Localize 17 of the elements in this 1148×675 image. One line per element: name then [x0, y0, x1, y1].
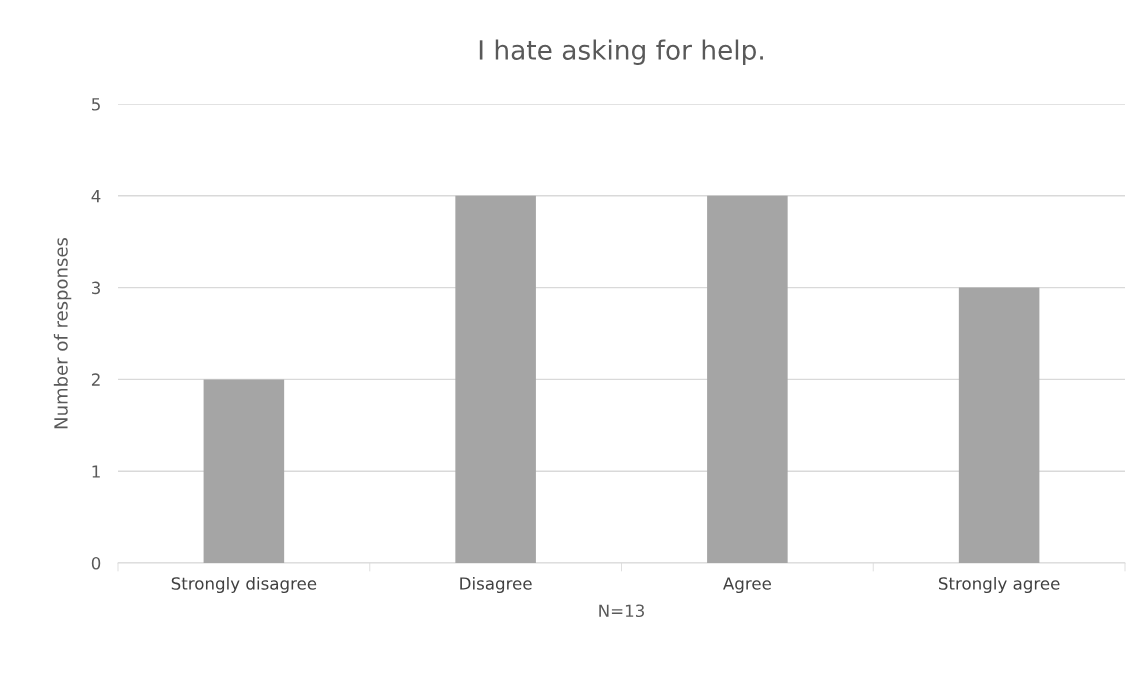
- y-axis-title: Number of responses: [53, 237, 72, 429]
- x-axis-title: N=13: [599, 604, 644, 618]
- chart-title: I hate asking for help.: [479, 39, 763, 66]
- bar: [707, 195, 788, 563]
- bar: [958, 287, 1040, 563]
- bar: [203, 379, 285, 563]
- x-tick-label: Strongly agree: [938, 576, 1060, 594]
- y-tick-label: 5: [92, 98, 100, 111]
- x-tick-label: Strongly disagree: [171, 576, 317, 594]
- bar: [455, 195, 536, 563]
- x-tick-label: Disagree: [460, 576, 532, 594]
- y-tick-label: 2: [91, 373, 100, 386]
- y-tick-label: 4: [91, 189, 101, 203]
- y-tick-label: 3: [92, 281, 100, 295]
- y-tick-label: 0: [91, 556, 101, 570]
- y-tick-label: 1: [92, 465, 100, 478]
- x-tick-label: Agree: [723, 577, 771, 594]
